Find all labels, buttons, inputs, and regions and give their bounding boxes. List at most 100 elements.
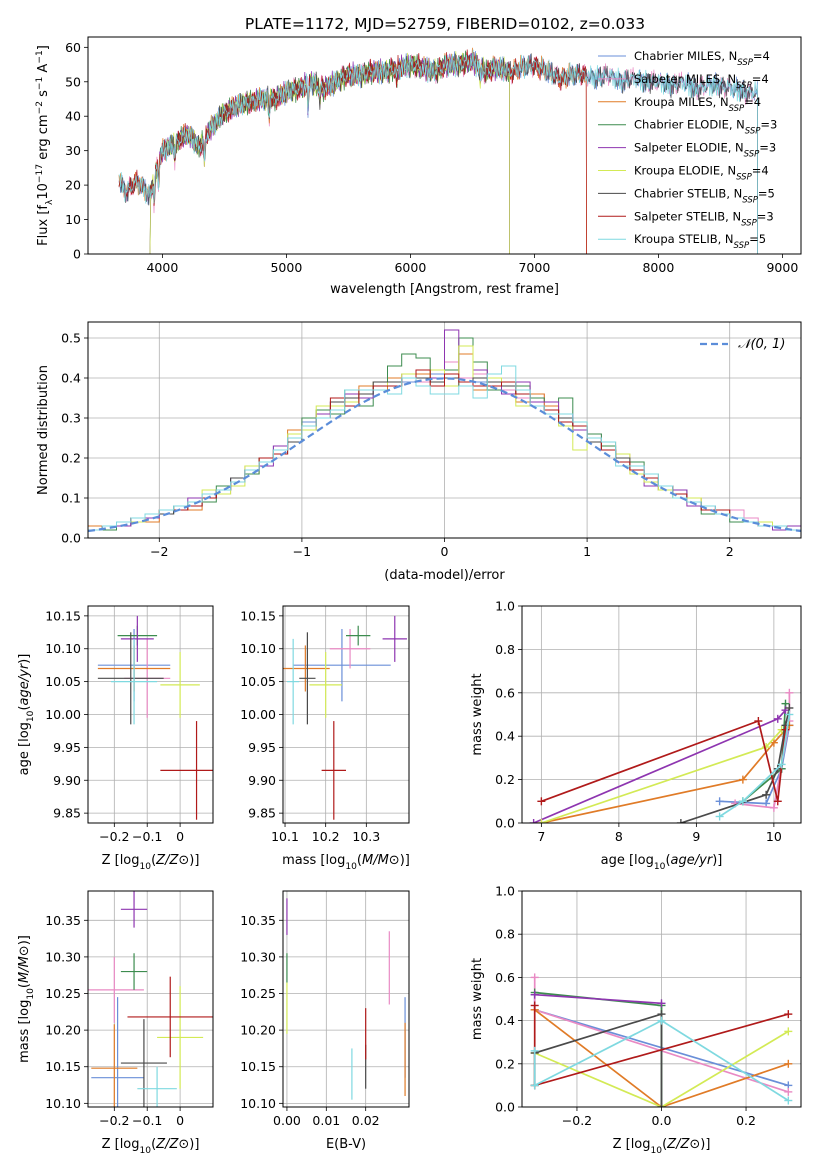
weight-line <box>534 1030 789 1107</box>
y-tick-label: 50 <box>65 74 81 89</box>
label-part: )] <box>17 935 32 945</box>
x-tick-label: 10.3 <box>352 829 380 844</box>
y-tick-label: 10.35 <box>45 913 81 928</box>
z-weights-panel: −0.2 0.0 0.2 0.0 0.2 0.4 0.6 0.8 1.0 Z [log10(Z/Z… <box>470 884 802 1156</box>
y-axis-label: age [log10(age/yr)] <box>17 654 36 776</box>
label-part: erg cm <box>36 114 51 163</box>
legend-label: Chabrier MILES, NSSP=4 <box>634 49 770 68</box>
y-tick-label: 0.4 <box>61 371 81 386</box>
y-tick-label: 0.5 <box>61 331 81 346</box>
label-part: 10 <box>36 183 51 200</box>
label-part: 10 <box>26 710 36 722</box>
label-part: Z [log <box>613 1137 651 1152</box>
label-part: −1 <box>35 50 45 63</box>
x-tick-label: 4000 <box>146 260 178 275</box>
y-tick-label: 9.95 <box>248 740 276 755</box>
legend-label: Kroupa MILES, NSSP=4 <box>634 95 761 114</box>
x-tick-label: 10.1 <box>271 829 299 844</box>
legend-value: =5 <box>758 186 775 200</box>
y-tick-label: 10.10 <box>45 641 81 656</box>
label-part: 10 <box>345 862 357 872</box>
y-tick-label: 10.00 <box>240 707 276 722</box>
legend-name: Kroupa MILES, N <box>634 95 729 109</box>
weight-line <box>533 709 787 823</box>
label-part: )] <box>189 1137 199 1152</box>
y-tick-label: 10.30 <box>240 949 276 964</box>
weight-line <box>719 714 791 818</box>
legend-value: =4 <box>752 164 769 178</box>
legend-sub: SSP <box>737 58 753 68</box>
label-part: E(B-V) <box>326 1137 366 1152</box>
y-tick-label: 10.20 <box>45 1023 81 1038</box>
x-axis-label: mass [log10(M/M⊙)] <box>282 853 410 872</box>
axes-frame <box>521 605 802 824</box>
y-tick-label: 10.35 <box>240 913 276 928</box>
legend-label: Salpeter STELIB, NSSP=3 <box>634 209 774 228</box>
plot-area <box>529 688 794 823</box>
weight-line <box>534 993 662 1005</box>
x-tick-label: 5000 <box>270 260 302 275</box>
x-tick-label: −2 <box>150 544 168 559</box>
plot-area <box>286 898 406 1100</box>
y-tick-label: 10.15 <box>240 1059 276 1074</box>
legend-sub: SSP <box>741 218 757 228</box>
y-tick-label: 10.15 <box>45 608 81 623</box>
label-part: Z/Z⊙ <box>155 853 189 868</box>
y-tick-label: 10.10 <box>45 1096 81 1111</box>
label-part: 10 <box>140 1146 152 1156</box>
x-tick-label: −0.2 <box>99 829 129 844</box>
y-axis-label: Flux [fλ10−17 erg cm−2 s−1 A−1] <box>35 45 55 246</box>
label-part: Flux [f <box>36 205 51 246</box>
y-tick-label: 0.0 <box>495 816 515 831</box>
y-tick-label: 10.15 <box>240 608 276 623</box>
x-tick-label: 9 <box>692 829 700 844</box>
plot-area <box>88 891 213 1107</box>
label-part: s <box>36 90 51 101</box>
legend-label: Kroupa STELIB, NSSP=5 <box>634 232 766 251</box>
x-tick-label: −0.2 <box>99 1113 129 1128</box>
label-part: Z/Z⊙ <box>155 1137 189 1152</box>
y-tick-label: 0 <box>73 247 81 262</box>
label-part: Z [log <box>102 1137 140 1152</box>
y-tick-label: 10.10 <box>240 1096 276 1111</box>
axes-frame <box>87 890 214 1108</box>
z-mass-panel: −0.2 −0.1 0 10.10 10.15 10.20 10.25 10.30 10.35 Z… <box>17 890 214 1156</box>
x-tick-label: −0.1 <box>132 1113 162 1128</box>
label-part: )] <box>712 853 722 868</box>
y-tick-label: 9.85 <box>248 806 276 821</box>
weight-line <box>541 719 787 803</box>
label-part: M/M⊙ <box>362 853 400 868</box>
y-tick-label: 10.15 <box>45 1059 81 1074</box>
y-tick-label: 9.90 <box>248 773 276 788</box>
x-tick-label: 0.0 <box>652 1113 672 1128</box>
label-part: Z [log <box>102 853 140 868</box>
legend-label: Chabrier STELIB, NSSP=5 <box>634 186 775 205</box>
x-tick-label: 6000 <box>394 260 426 275</box>
plot-area <box>283 615 407 820</box>
figure-title: PLATE=1172, MJD=52759, FIBERID=0102, z=0… <box>245 15 645 33</box>
label-part: A <box>36 64 51 77</box>
legend-sub: SSP <box>734 241 750 251</box>
x-tick-label: 0 <box>176 1113 184 1128</box>
label-part: age [log <box>601 853 654 868</box>
label-part: Z/Z⊙ <box>666 1137 700 1152</box>
x-tick-label: 7 <box>537 829 545 844</box>
label-part: mass [log <box>17 1000 32 1063</box>
y-tick-label: 20 <box>65 178 81 193</box>
y-tick-label: 10.00 <box>45 707 81 722</box>
y-tick-label: 9.85 <box>53 806 81 821</box>
weight-line <box>541 724 791 823</box>
x-tick-label: 9000 <box>766 260 798 275</box>
y-tick-label: 0.2 <box>495 772 515 787</box>
x-tick-label: 7000 <box>518 260 550 275</box>
label-part: )] <box>189 853 199 868</box>
legend-name: Salpeter MILES, N <box>634 72 736 86</box>
y-tick-label: 10.25 <box>45 986 81 1001</box>
y-tick-label: 1.0 <box>495 884 515 899</box>
label-part: ( <box>151 853 156 868</box>
legend-sub: SSP <box>729 104 745 114</box>
x-axis-label: Z [log10(Z/Z⊙)] <box>613 1137 711 1156</box>
x-tick-label: 0 <box>176 829 184 844</box>
label-part: ( <box>662 1137 667 1152</box>
legend-value: =3 <box>757 209 774 223</box>
